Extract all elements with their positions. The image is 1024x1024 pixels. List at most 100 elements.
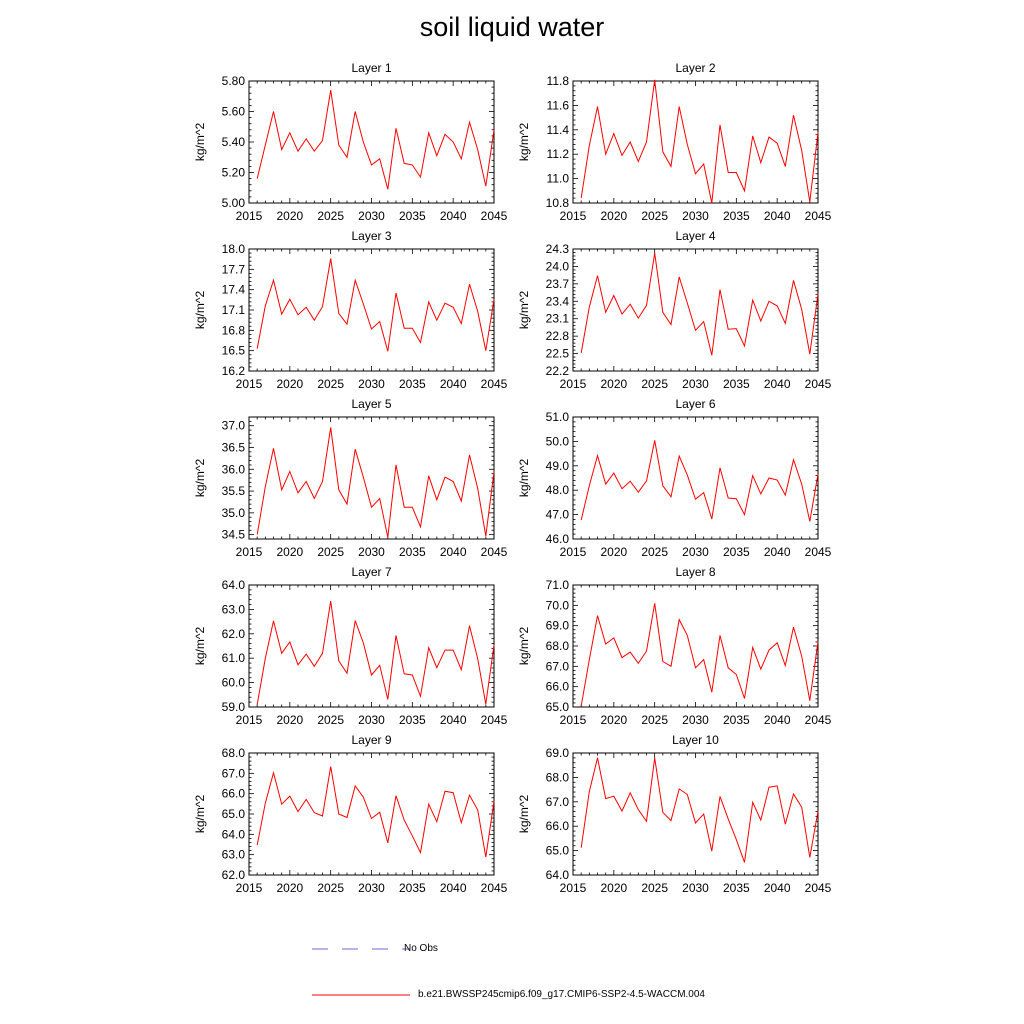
y-tick-label: 48.0 [546, 483, 570, 497]
y-axis-label: kg/m^2 [193, 291, 207, 330]
x-tick-label: 2040 [764, 377, 791, 391]
plot-frame [572, 80, 819, 204]
y-tick-label: 23.4 [546, 294, 570, 308]
legend: No Obs b.e21.BWSSP245cmip6.f09_g17.CMIP6… [310, 940, 810, 1010]
y-tick-label: 47.0 [546, 508, 570, 522]
x-tick-label: 2045 [481, 545, 508, 559]
y-tick-label: 35.0 [222, 506, 246, 520]
x-tick-label: 2030 [682, 545, 709, 559]
y-tick-label: 50.0 [546, 434, 570, 448]
x-tick-label: 2045 [805, 881, 832, 895]
x-tick-label: 2040 [440, 377, 467, 391]
y-tick-label: 24.3 [546, 242, 570, 256]
y-tick-label: 11.2 [547, 147, 570, 161]
y-tick-label: 62.0 [222, 868, 246, 882]
legend-lines [312, 948, 410, 996]
panel-5: 2015 2020 2025 2030 2035 2040 2045 34.5 35.0 35.5… [193, 397, 508, 559]
y-axis-label: kg/m^2 [193, 459, 207, 498]
y-tick-label: 16.8 [222, 323, 246, 337]
series-line [580, 253, 819, 356]
x-tick-label: 2015 [236, 713, 263, 727]
y-tick-label: 37.0 [222, 419, 246, 433]
y-tick-label: 11.0 [547, 172, 570, 186]
y-tick-label: 59.0 [222, 700, 246, 714]
x-tick-label: 2040 [440, 545, 467, 559]
y-tick-label: 35.5 [222, 484, 246, 498]
panel-title: Layer 6 [675, 397, 715, 411]
y-axis-label: kg/m^2 [517, 291, 531, 330]
x-tick-label: 2015 [560, 209, 587, 223]
panel-7: 2015 2020 2025 2030 2035 2040 2045 59.0 60.0 61.0… [193, 565, 508, 727]
y-tick-label: 10.8 [546, 196, 570, 210]
panel-10: 2015 2020 2025 2030 2035 2040 2045 64.0 65.0 66.0… [517, 733, 832, 895]
panel-title: Layer 5 [351, 397, 391, 411]
x-tick-label: 2040 [764, 713, 791, 727]
series-line [256, 427, 495, 538]
y-tick-label: 69.0 [546, 619, 570, 633]
panel-1: 2015 2020 2025 2030 2035 2040 2045 5.00 5.20 5.40… [193, 61, 508, 223]
y-tick-label: 18.0 [222, 242, 246, 256]
y-axis-label: kg/m^2 [193, 795, 207, 834]
panel-2: 2015 2020 2025 2030 2035 2040 2045 10.8 11.0 11.2… [517, 61, 832, 223]
x-tick-label: 2040 [764, 545, 791, 559]
y-tick-label: 11.6 [547, 98, 570, 112]
y-tick-label: 68.0 [222, 746, 246, 760]
y-tick-label: 11.4 [547, 123, 570, 137]
y-tick-label: 64.0 [546, 868, 570, 882]
x-tick-label: 2025 [317, 209, 344, 223]
plot-frame [572, 248, 819, 372]
x-tick-label: 2015 [560, 713, 587, 727]
y-tick-label: 65.0 [546, 700, 570, 714]
y-tick-label: 69.0 [546, 746, 570, 760]
x-tick-label: 2030 [682, 881, 709, 895]
y-tick-label: 66.0 [546, 680, 570, 694]
y-tick-label: 5.40 [222, 135, 246, 149]
y-tick-label: 63.0 [222, 602, 246, 616]
x-tick-label: 2015 [236, 377, 263, 391]
y-tick-label: 5.00 [222, 196, 246, 210]
y-tick-label: 63.0 [222, 848, 246, 862]
y-tick-label: 67.0 [546, 795, 570, 809]
y-tick-label: 66.0 [546, 819, 570, 833]
x-tick-label: 2020 [600, 545, 627, 559]
y-axis-label: kg/m^2 [193, 627, 207, 666]
x-tick-label: 2015 [560, 881, 587, 895]
x-tick-label: 2035 [723, 545, 750, 559]
x-tick-label: 2035 [399, 881, 426, 895]
x-tick-label: 2020 [276, 545, 303, 559]
plot-frame [248, 752, 495, 876]
y-tick-label: 60.0 [222, 676, 246, 690]
y-tick-label: 67.0 [546, 659, 570, 673]
x-tick-label: 2030 [358, 881, 385, 895]
series-line [580, 757, 819, 863]
series-line [256, 90, 495, 190]
x-tick-label: 2040 [764, 881, 791, 895]
x-tick-label: 2045 [805, 209, 832, 223]
panel-title: Layer 1 [351, 61, 391, 75]
y-axis-label: kg/m^2 [517, 795, 531, 834]
x-tick-label: 2040 [440, 209, 467, 223]
x-tick-label: 2030 [358, 209, 385, 223]
y-tick-label: 22.5 [546, 347, 570, 361]
series-line [256, 766, 495, 858]
x-tick-label: 2020 [276, 377, 303, 391]
series-line [580, 440, 819, 522]
x-tick-label: 2015 [560, 377, 587, 391]
x-tick-label: 2035 [399, 713, 426, 727]
y-tick-label: 22.8 [546, 329, 570, 343]
y-tick-label: 64.0 [222, 827, 246, 841]
y-axis-label: kg/m^2 [517, 627, 531, 666]
y-tick-label: 17.4 [222, 283, 246, 297]
x-tick-label: 2030 [682, 377, 709, 391]
x-tick-label: 2045 [805, 713, 832, 727]
x-tick-label: 2045 [481, 881, 508, 895]
x-tick-label: 2040 [440, 881, 467, 895]
x-tick-label: 2025 [317, 713, 344, 727]
y-axis-label: kg/m^2 [517, 123, 531, 162]
y-tick-label: 65.0 [222, 807, 246, 821]
panel-title: Layer 10 [672, 733, 719, 747]
panel-title: Layer 4 [675, 229, 715, 243]
y-tick-label: 36.0 [222, 462, 246, 476]
y-tick-label: 61.0 [222, 651, 246, 665]
